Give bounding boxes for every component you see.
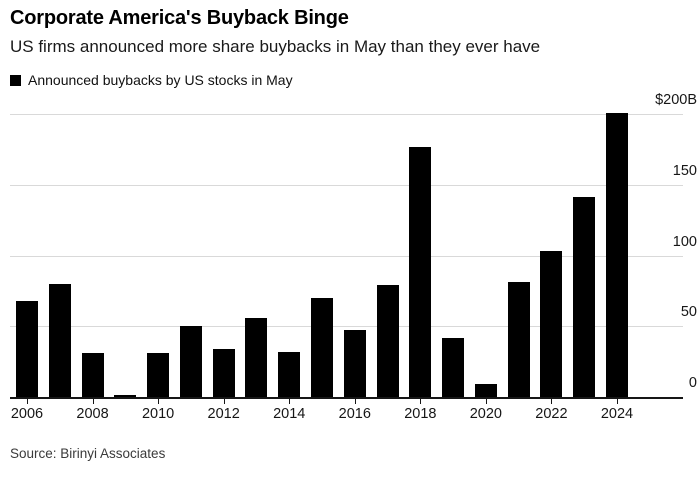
y-axis-label: 0 [688,375,697,391]
bar-2012 [212,348,235,397]
y-gridline [10,114,683,115]
bar-2017 [376,285,399,397]
bar-2007 [48,283,71,397]
y-gridline [10,326,683,328]
y-axis-label: $200B [655,92,697,108]
bar-2008 [81,353,104,397]
x-axis-label: 2020 [469,406,502,422]
bar-2009 [114,394,137,397]
x-axis-label: 2012 [207,406,240,422]
x-axis-label: 2022 [535,406,568,422]
x-axis-tick [420,399,422,404]
x-axis-tick [27,399,28,404]
bar-2022 [540,251,563,397]
x-axis-tick [354,399,356,404]
bar-2024 [606,112,628,397]
bar-2014 [278,351,301,397]
bar-2018 [409,146,432,397]
bar-2013 [245,317,268,397]
x-axis-label: 2016 [338,406,371,422]
bar-2020 [474,384,497,397]
x-axis-tick [223,399,225,404]
chart-subtitle: US firms announced more share buybacks i… [10,37,541,56]
x-axis-label: 2024 [600,406,634,422]
legend-label: Announced buybacks by US stocks in May [28,72,293,88]
x-axis-tick [617,399,618,404]
y-axis-label: 100 [672,233,697,250]
bar-2021 [507,282,530,397]
x-axis-label: 2010 [141,406,175,422]
bar-2006 [16,300,38,397]
x-axis-tick [485,399,487,404]
y-gridline [10,184,683,186]
x-axis-baseline [10,397,683,399]
x-axis-tick [158,399,160,404]
y-gridline [10,255,683,257]
x-axis-label: 2014 [273,406,306,422]
bar-chart-plot: 0 50 100 150 $200B 2006 2008 2010 2012 2014 2016 20… [0,90,700,435]
x-axis-label: 2008 [76,406,109,422]
bar-2015 [311,297,333,397]
y-axis-label: 50 [680,304,697,321]
x-axis-label: 2018 [404,406,437,422]
chart-title: Corporate America's Buyback Binge [10,7,349,29]
legend-swatch-icon [10,74,21,86]
bar-2019 [442,337,465,397]
bar-2010 [147,353,170,397]
legend: Announced buybacks by US stocks in May [10,72,293,88]
source-note: Source: Birinyi Associates [10,446,166,461]
x-axis-label: 2006 [10,406,44,422]
bar-2016 [343,330,366,397]
y-axis-label: 150 [672,162,697,179]
bar-2023 [573,197,596,397]
bar-2011 [179,326,202,397]
x-axis-tick [92,399,94,404]
x-axis-tick [289,399,291,404]
x-axis-tick [551,399,553,404]
